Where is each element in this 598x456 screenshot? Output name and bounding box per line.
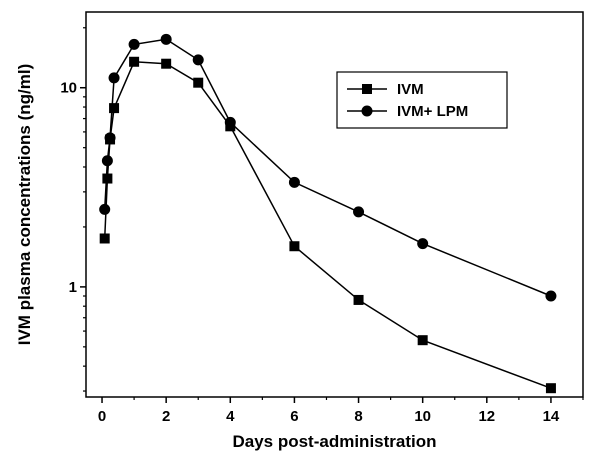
series-2 <box>99 33 557 302</box>
data-point <box>545 290 557 302</box>
data-point <box>101 155 113 167</box>
y-tick-label: 10 <box>60 80 77 97</box>
legend-label: IVM <box>397 81 424 98</box>
data-point <box>128 38 140 50</box>
x-tick-label: 2 <box>162 408 170 425</box>
data-point <box>289 241 300 252</box>
y-tick-label: 1 <box>69 279 77 296</box>
data-point <box>99 233 110 244</box>
data-point <box>192 54 204 66</box>
data-point <box>417 335 428 346</box>
x-tick-label: 14 <box>543 408 560 425</box>
data-point <box>109 103 120 114</box>
data-point <box>545 383 556 394</box>
legend-marker <box>362 84 372 94</box>
x-tick-label: 8 <box>354 408 362 425</box>
data-point <box>129 56 140 67</box>
data-point <box>353 206 365 218</box>
x-tick-label: 6 <box>290 408 298 425</box>
legend-box <box>336 71 508 129</box>
data-point <box>99 203 111 215</box>
x-tick-label: 12 <box>478 408 495 425</box>
y-axis-title: IVM plasma concentrations (ng/ml) <box>15 64 34 346</box>
x-tick-label: 10 <box>414 408 431 425</box>
data-point <box>108 72 120 84</box>
data-point <box>104 132 116 144</box>
y-axis-ticks: 1 10 <box>60 27 86 392</box>
x-axis-ticks: 0 2 4 6 8 10 12 14 <box>98 397 584 425</box>
x-tick-label: 0 <box>98 408 106 425</box>
x-axis-title: Days post-administration <box>232 432 436 451</box>
x-tick-label: 4 <box>226 408 235 425</box>
data-point <box>160 33 172 45</box>
data-point <box>224 116 236 128</box>
data-point <box>417 238 429 250</box>
data-point <box>288 176 300 188</box>
plot-frame <box>85 11 584 398</box>
data-point <box>102 173 113 184</box>
legend: IVM IVM+ LPM <box>336 71 508 129</box>
plot-area-border <box>85 11 584 398</box>
legend-marker <box>361 105 373 117</box>
data-point <box>161 58 172 69</box>
legend-label: IVM+ LPM <box>397 103 468 120</box>
data-point <box>193 77 204 88</box>
data-point <box>353 294 364 305</box>
series-layer <box>99 33 557 394</box>
